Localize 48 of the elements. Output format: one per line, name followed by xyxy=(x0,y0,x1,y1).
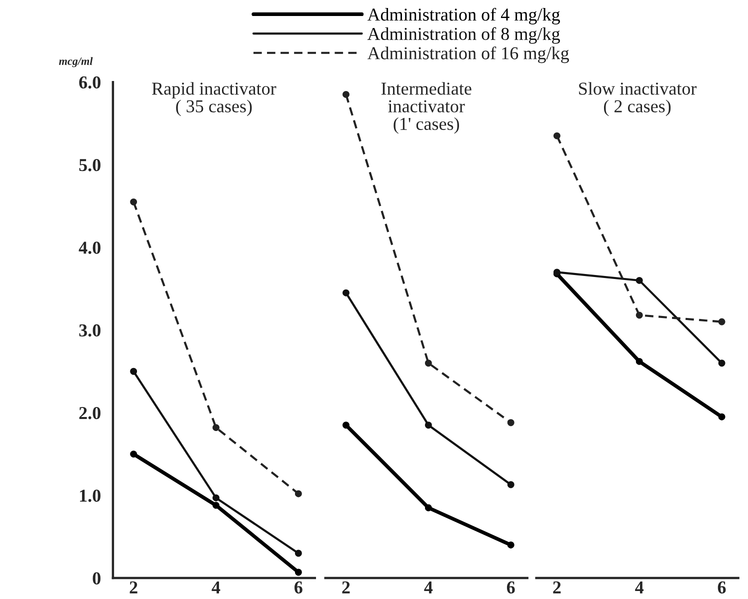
point xyxy=(212,502,220,509)
x-tick-label: 4 xyxy=(424,581,433,594)
chart-title: Rapid inactivator ( 35 cases) xyxy=(152,82,276,116)
x-tick-label: 6 xyxy=(294,581,302,594)
point xyxy=(294,568,302,576)
text: Intermediate inactivator (1' cases) xyxy=(381,82,472,134)
point xyxy=(130,450,138,458)
point xyxy=(636,276,643,284)
x-tick-label: 2 xyxy=(342,581,350,594)
point xyxy=(130,198,138,206)
y-tick-label: 2.0 xyxy=(79,406,100,420)
y-tick-label: 6.0 xyxy=(79,76,100,89)
point xyxy=(294,550,302,557)
point xyxy=(718,360,726,367)
y-tick-label: 3.0 xyxy=(79,324,100,337)
point xyxy=(424,360,432,367)
point xyxy=(718,413,726,420)
point xyxy=(507,481,514,488)
point xyxy=(342,422,350,429)
point xyxy=(342,289,350,296)
point xyxy=(130,368,138,375)
y-tick-label: 1.0 xyxy=(80,490,100,502)
y-tick-label: 0 xyxy=(92,572,100,584)
point xyxy=(507,542,514,548)
x-tick-label: 4 xyxy=(212,581,220,594)
point xyxy=(424,422,432,429)
x-tick-label: 6 xyxy=(506,581,515,594)
x-tick-label: 4 xyxy=(635,581,644,594)
chart-title: Slow inactivator ( 2 cases) xyxy=(579,82,697,116)
point xyxy=(636,312,643,319)
point xyxy=(507,419,514,426)
point xyxy=(212,494,220,502)
point xyxy=(294,490,302,498)
x-tick-label: 2 xyxy=(553,581,561,594)
text: Administration of 4 mg/kg xyxy=(367,8,560,24)
point xyxy=(636,358,643,365)
text: Administration of 16 mg/kg xyxy=(367,46,569,64)
text: Administration of 8 mg/kg xyxy=(367,27,560,44)
point xyxy=(424,504,432,512)
point xyxy=(553,132,560,140)
point xyxy=(342,90,350,98)
point xyxy=(718,318,726,326)
y-tick-label: 4.0 xyxy=(78,242,100,254)
y-axis-title: mcg/ml xyxy=(59,57,93,68)
x-tick-label: 2 xyxy=(130,581,138,594)
x-tick-label: 6 xyxy=(718,581,726,594)
y-tick-label: 5.0 xyxy=(79,158,100,172)
point xyxy=(212,424,220,432)
